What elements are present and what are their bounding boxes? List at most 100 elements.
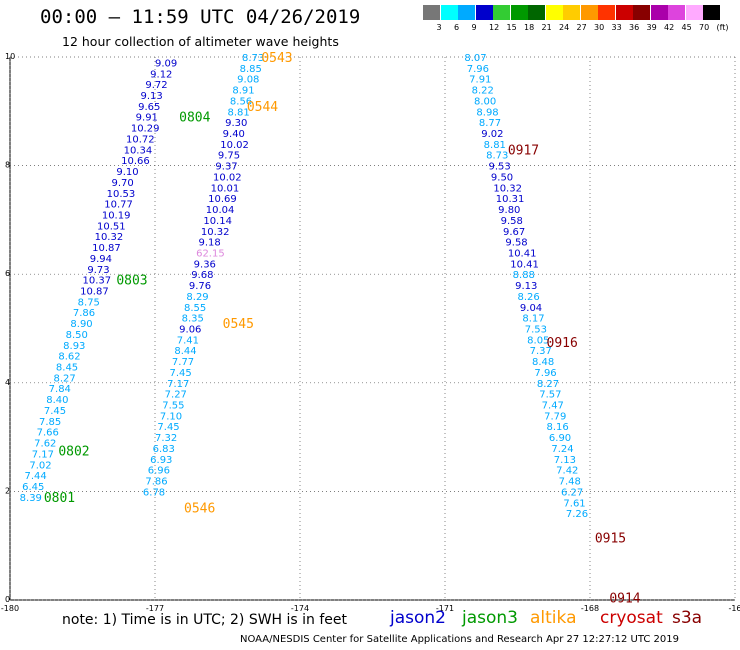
y-tick-label: 0: [5, 595, 10, 604]
y-tick-label: 2: [5, 486, 10, 495]
wave-height-label: 9.72: [145, 80, 167, 91]
satellite-legend-jason3: jason3: [462, 608, 518, 628]
wave-height-label: 8.55: [184, 303, 206, 314]
x-tick-label: -177: [146, 604, 164, 613]
wave-height-label: 9.73: [87, 265, 109, 276]
wave-height-label: 7.47: [542, 401, 564, 412]
wave-height-label: 7.13: [554, 455, 576, 466]
wave-height-label: 10.32: [493, 183, 522, 194]
wave-height-label: 9.65: [138, 102, 160, 113]
wave-height-label: 9.30: [225, 118, 247, 129]
wave-height-label: 8.39: [20, 493, 42, 504]
wave-height-label: 10.51: [97, 221, 126, 232]
y-tick-label: 10: [5, 52, 15, 61]
wave-height-label: 8.73: [242, 53, 264, 64]
color-scale-label: (ft): [716, 23, 729, 32]
wave-height-label: 7.45: [157, 422, 179, 433]
wave-height-label: 10.77: [104, 200, 133, 211]
wave-height-label: 7.96: [534, 368, 556, 379]
wave-height-label: 8.00: [474, 96, 496, 107]
x-tick-label: -180: [1, 604, 19, 613]
wave-height-label: 9.12: [150, 69, 172, 80]
pass-time-label: 0916: [547, 336, 578, 351]
wave-height-label: 7.45: [170, 368, 192, 379]
legend-note: note: 1) Time is in UTC; 2) SWH is in fe…: [62, 612, 348, 628]
wave-height-label: 8.27: [54, 373, 76, 384]
wave-height-label: 7.66: [37, 428, 59, 439]
wave-height-label: 10.19: [102, 210, 131, 221]
wave-height-label: 62.15: [196, 248, 225, 259]
color-scale-label: 42: [664, 23, 675, 32]
wave-height-label: 9.94: [90, 254, 112, 265]
wave-height-label: 10.29: [131, 124, 160, 135]
pass-time-label: 0802: [58, 445, 89, 460]
wave-height-label: 8.22: [472, 86, 494, 97]
pass-time-label: 0915: [595, 532, 626, 547]
wave-height-label: 10.69: [208, 194, 237, 205]
wave-height-label: 7.10: [160, 411, 182, 422]
pass-time-label: 0543: [261, 51, 292, 66]
color-scale-label: 21: [541, 23, 552, 32]
color-scale-label: 70: [699, 23, 710, 32]
wave-height-label: 8.05: [527, 335, 549, 346]
color-swatch: [423, 5, 440, 20]
color-swatch: [703, 5, 720, 20]
wave-height-label: 10.34: [124, 145, 153, 156]
pass-time-label: 0546: [184, 502, 215, 517]
pass-time-label: 0803: [116, 274, 147, 289]
wave-height-label: 8.48: [532, 357, 554, 368]
wave-height-label: 9.80: [498, 205, 520, 216]
wave-height-label: 7.62: [34, 439, 56, 450]
page-title: 00:00 – 11:59 UTC 04/26/2019: [40, 6, 361, 28]
wave-height-label: 6.96: [148, 466, 170, 477]
wave-height-label: 9.09: [155, 58, 177, 69]
color-scale-label: 24: [559, 23, 570, 32]
wave-height-label: 7.53: [525, 325, 547, 336]
wave-height-label: 9.75: [218, 151, 240, 162]
wave-height-label: 6.83: [153, 444, 175, 455]
wave-height-label: 7.17: [167, 379, 189, 390]
wave-height-label: 7.48: [559, 477, 581, 488]
wave-height-label: 10.72: [126, 134, 155, 145]
satellite-legend-jason2: jason2: [390, 608, 446, 628]
wave-height-label: 10.02: [220, 140, 249, 151]
wave-height-label: 9.13: [141, 91, 163, 102]
wave-height-label: 9.37: [215, 162, 237, 173]
wave-height-label: 8.88: [513, 270, 535, 281]
wave-height-label: 8.07: [464, 53, 486, 64]
wave-height-label: 8.98: [476, 107, 498, 118]
wave-height-label: 7.85: [39, 417, 61, 428]
wave-height-label: 9.50: [491, 172, 513, 183]
wave-height-label: 7.24: [551, 444, 573, 455]
wave-height-label: 10.32: [95, 232, 124, 243]
color-swatch: [545, 5, 563, 20]
wave-height-label: 9.91: [136, 113, 158, 124]
pass-time-label: 0917: [508, 143, 539, 158]
wave-height-label: 9.06: [179, 325, 201, 336]
wave-height-label: 7.77: [172, 357, 194, 368]
wave-height-label: 7.45: [44, 406, 66, 417]
color-scale-label: 36: [629, 23, 640, 32]
color-swatch: [668, 5, 685, 20]
wave-height-label: 7.44: [25, 471, 47, 482]
wave-height-label: 6.27: [561, 487, 583, 498]
wave-height-label: 7.41: [177, 335, 199, 346]
color-swatch: [458, 5, 475, 20]
wave-height-label: 10.66: [121, 156, 150, 167]
y-tick-label: 4: [5, 378, 10, 387]
wave-height-label: 10.87: [92, 243, 121, 254]
wave-height-label: 10.87: [80, 286, 109, 297]
wave-height-label: 8.81: [484, 140, 506, 151]
wave-height-label: 8.56: [230, 96, 252, 107]
pass-time-label: 0801: [44, 491, 75, 506]
page-subtitle: 12 hour collection of altimeter wave hei…: [62, 34, 339, 49]
wave-height-label: 8.77: [479, 118, 501, 129]
color-swatch: [650, 5, 668, 20]
color-scale-label: 3: [436, 23, 442, 32]
wave-height-label: 7.79: [544, 411, 566, 422]
wave-height-label: 8.26: [518, 292, 540, 303]
color-swatch: [580, 5, 598, 20]
wave-height-label: 8.35: [182, 314, 204, 325]
wave-height-label: 10.04: [206, 205, 235, 216]
wave-height-label: 7.91: [469, 75, 491, 86]
